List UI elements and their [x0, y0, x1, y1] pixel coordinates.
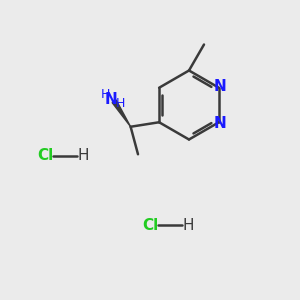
Text: H: H	[78, 148, 89, 164]
Text: Cl: Cl	[37, 148, 53, 164]
Text: N: N	[214, 79, 226, 94]
Text: N: N	[105, 92, 118, 107]
Polygon shape	[112, 100, 130, 127]
Text: N: N	[214, 116, 226, 131]
Text: Cl: Cl	[142, 218, 158, 232]
Text: H: H	[183, 218, 194, 232]
Text: H: H	[116, 97, 125, 110]
Text: H: H	[101, 88, 110, 101]
